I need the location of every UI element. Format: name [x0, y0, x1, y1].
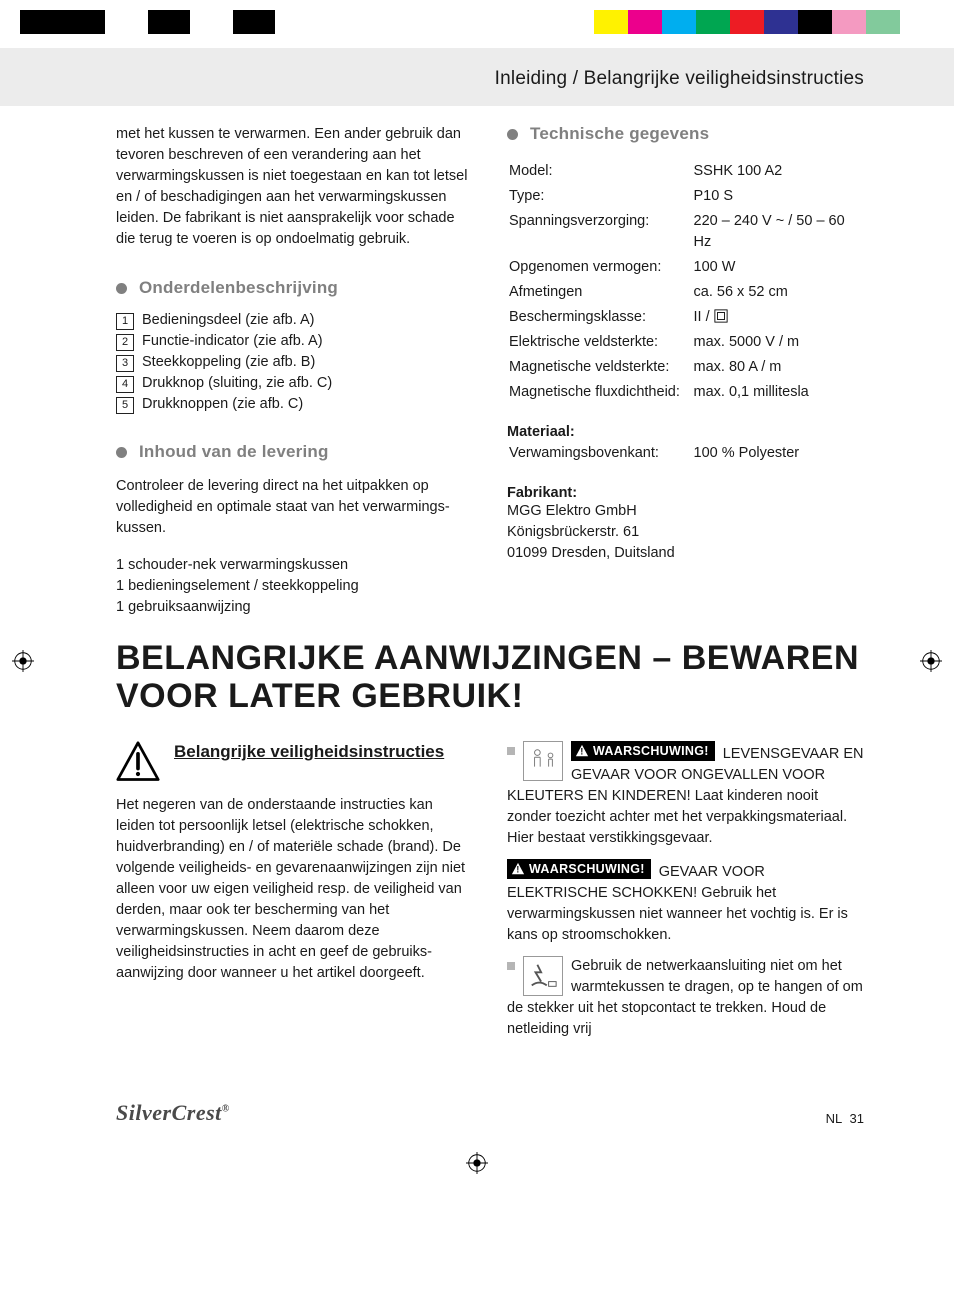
warning-label: ! WAARSCHUWING!	[571, 741, 715, 761]
registration-mark-icon	[12, 650, 34, 675]
registration-mark-icon	[920, 650, 942, 675]
brand-logo: SilverCrest®	[116, 1100, 230, 1126]
parts-list: 1Bedieningsdeel (zie afb. A) 2Functie-ind…	[116, 312, 473, 414]
svg-text:!: !	[516, 865, 519, 875]
warning-electric-shock: ! WAARSCHUWING! GEVAAR VOOR ELEKTRISCHE …	[507, 859, 864, 946]
list-item: 1 schouder-nek verwarmingskussen	[116, 555, 473, 576]
bullet-icon	[507, 129, 518, 140]
warning-label: ! WAARSCHUWING!	[507, 859, 651, 879]
list-item: 1Bedieningsdeel (zie afb. A)	[116, 312, 473, 330]
table-row: Beschermingsklasse:II /	[509, 306, 862, 329]
intro-paragraph: met het kussen te verwarmen. Een ander g…	[116, 124, 473, 250]
section-heading-delivery: Inhoud van de levering	[116, 442, 473, 462]
page-number: NL 31	[826, 1111, 864, 1126]
table-row: Afmetingenca. 56 x 52 cm	[509, 281, 862, 304]
table-row: Opgenomen vermogen:100 W	[509, 256, 862, 279]
number-box: 5	[116, 397, 134, 414]
warning-children: ! WAARSCHUWING! LEVENSGEVAAR EN GEVAAR V…	[507, 741, 864, 849]
delivery-items: 1 schouder-nek verwarmingskussen1 bedien…	[116, 555, 473, 618]
material-row: Verwamingsbovenkant: 100 % Polyester	[507, 440, 864, 467]
section-heading-tech: Technische gegevens	[507, 124, 864, 144]
table-row: Magnetische fluxdichtheid:max. 0,1 milli…	[509, 381, 862, 404]
table-row: Type:P10 S	[509, 185, 862, 208]
list-item: 4Drukknop (sluiting, zie afb. C)	[116, 375, 473, 393]
list-item: 1 gebruiksaanwijzing	[116, 597, 473, 618]
table-row: Magnetische veldsterkte:max. 80 A / m	[509, 356, 862, 379]
warning-triangle-icon	[116, 741, 160, 781]
list-item: 5Drukknoppen (zie afb. C)	[116, 396, 473, 414]
number-box: 3	[116, 355, 134, 372]
safety-two-column: Belangrijke veiligheidsinstructies Het n…	[0, 719, 954, 1050]
section-heading-parts: Onderdelenbeschrijving	[116, 278, 473, 298]
warning-triangle-icon: !	[511, 862, 525, 876]
list-item: 1 bedieningselement / steekkoppeling	[116, 576, 473, 597]
number-box: 1	[116, 313, 134, 330]
delivery-intro: Controleer de levering direct na het uit…	[116, 476, 473, 539]
right-column: Technische gegevens Model:SSHK 100 A2Typ…	[507, 124, 864, 618]
table-row: Model:SSHK 100 A2	[509, 160, 862, 183]
safety-left-column: Belangrijke veiligheidsinstructies Het n…	[116, 741, 473, 1050]
safety-right-column: ! WAARSCHUWING! LEVENSGEVAAR EN GEVAAR V…	[507, 741, 864, 1050]
page-footer: SilverCrest® NL 31	[0, 1050, 954, 1146]
maker-address: MGG Elektro GmbHKönigsbrückerstr. 610109…	[507, 501, 864, 564]
important-notice-title: BELANGRIJKE AANWIJZINGEN – BEWAREN VOOR …	[0, 618, 954, 719]
child-hazard-icon	[523, 741, 563, 781]
bullet-icon	[116, 447, 127, 458]
two-column-content: met het kussen te verwarmen. Een ander g…	[0, 106, 954, 618]
number-box: 2	[116, 334, 134, 351]
page-header-title: Inleiding / Belangrijke veiligheidsinstr…	[90, 68, 864, 90]
maker-heading: Fabrikant:	[507, 485, 864, 501]
warning-cord-handling: Gebruik de netwerkaansluiting niet om he…	[507, 956, 864, 1040]
header-band: Inleiding / Belangrijke veiligheidsinstr…	[0, 48, 954, 106]
warning-triangle-icon: !	[575, 744, 589, 758]
spec-table: Model:SSHK 100 A2Type:P10 SSpanningsverz…	[507, 158, 864, 406]
bullet-icon	[116, 283, 127, 294]
unplug-hazard-icon	[523, 956, 563, 996]
number-box: 4	[116, 376, 134, 393]
square-bullet-icon	[507, 747, 515, 755]
svg-text:!: !	[580, 747, 583, 757]
safety-intro-paragraph: Het negeren van de onderstaande instruct…	[116, 795, 473, 984]
registration-mark-icon	[0, 1146, 954, 1191]
print-color-bars	[0, 10, 954, 34]
table-row: Spanningsverzorging:220 – 240 V ~ / 50 –…	[509, 210, 862, 254]
left-column: met het kussen te verwarmen. Een ander g…	[116, 124, 473, 618]
list-item: 3Steekkoppeling (zie afb. B)	[116, 354, 473, 372]
material-heading: Materiaal:	[507, 424, 864, 440]
safety-heading: Belangrijke veiligheidsinstructies	[116, 741, 473, 781]
list-item: 2Functie-indicator (zie afb. A)	[116, 333, 473, 351]
table-row: Elektrische veldsterkte:max. 5000 V / m	[509, 331, 862, 354]
square-bullet-icon	[507, 962, 515, 970]
